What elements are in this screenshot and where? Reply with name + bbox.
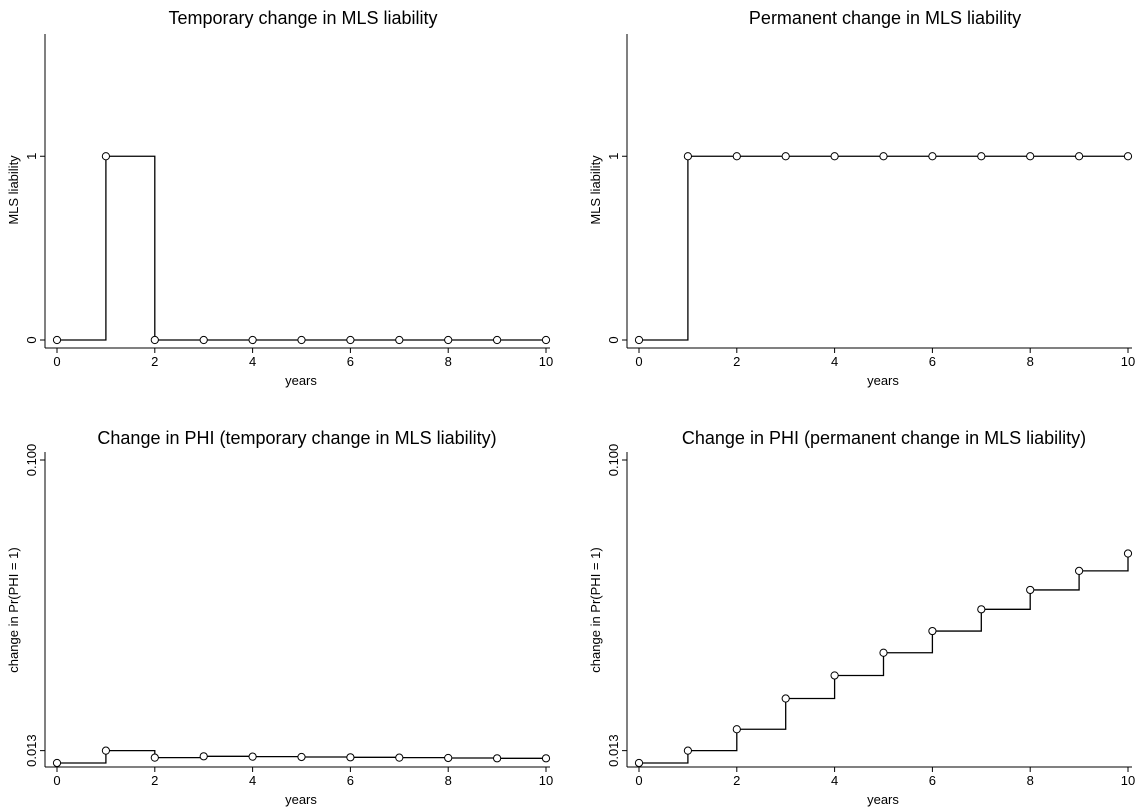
data-point bbox=[493, 335, 502, 345]
x-tick-label: 8 bbox=[445, 354, 452, 369]
data-point bbox=[634, 758, 644, 768]
y-tick-label: 0 bbox=[24, 336, 39, 343]
data-point bbox=[52, 335, 62, 345]
y-tick-label: 1 bbox=[606, 153, 621, 160]
x-tick-label: 6 bbox=[929, 773, 936, 788]
panel-permanent-mls: Permanent change in MLS liability MLS li… bbox=[588, 8, 1135, 388]
x-tick-label: 0 bbox=[635, 773, 642, 788]
x-tick-label: 0 bbox=[635, 354, 642, 369]
data-point bbox=[634, 335, 644, 345]
y-axis-label: change in Pr(PHI = 1) bbox=[588, 547, 603, 672]
x-axis-label: years bbox=[867, 792, 899, 807]
data-point bbox=[1123, 152, 1133, 161]
data-point bbox=[781, 694, 790, 703]
x-tick-label: 0 bbox=[53, 773, 60, 788]
x-tick-label: 8 bbox=[1027, 354, 1034, 369]
data-point bbox=[683, 152, 693, 161]
data-point bbox=[101, 152, 111, 161]
y-tick-label: 0.100 bbox=[24, 444, 39, 477]
y-axis-label: change in Pr(PHI = 1) bbox=[6, 547, 21, 672]
x-tick-label: 4 bbox=[249, 773, 256, 788]
y-axis-label: MLS liability bbox=[588, 155, 603, 225]
x-axis-label: years bbox=[285, 373, 317, 388]
x-tick-label: 10 bbox=[539, 354, 553, 369]
x-tick-label: 6 bbox=[347, 354, 354, 369]
data-point bbox=[781, 152, 790, 161]
data-point bbox=[541, 335, 551, 345]
data-point bbox=[879, 152, 888, 161]
y-axis-label: MLS liability bbox=[6, 155, 21, 225]
x-tick-label: 6 bbox=[929, 354, 936, 369]
data-point bbox=[395, 335, 404, 345]
data-point bbox=[1026, 152, 1035, 161]
x-tick-label: 2 bbox=[733, 354, 740, 369]
y-tick-label: 0 bbox=[606, 336, 621, 343]
panel-temporary-mls: Temporary change in MLS liability MLS li… bbox=[6, 8, 553, 388]
x-tick-label: 0 bbox=[53, 354, 60, 369]
data-point bbox=[928, 152, 937, 161]
x-tick-label: 8 bbox=[445, 773, 452, 788]
x-tick-label: 10 bbox=[1121, 773, 1135, 788]
data-point bbox=[493, 754, 502, 763]
series-step-line bbox=[639, 155, 1128, 341]
series-step-line bbox=[639, 553, 1129, 764]
x-tick-label: 4 bbox=[249, 354, 256, 369]
series-step-line bbox=[57, 155, 546, 341]
chart-title: Change in PHI (temporary change in MLS l… bbox=[97, 428, 496, 448]
data-point bbox=[297, 752, 306, 762]
y-tick-label: 0.013 bbox=[24, 734, 39, 767]
data-point bbox=[1123, 549, 1133, 558]
y-tick-label: 0.100 bbox=[606, 444, 621, 477]
x-tick-label: 2 bbox=[151, 354, 158, 369]
panel-phi-temporary: Change in PHI (temporary change in MLS l… bbox=[6, 428, 553, 807]
data-point bbox=[1075, 152, 1084, 161]
data-point bbox=[1026, 585, 1035, 595]
x-tick-label: 2 bbox=[151, 773, 158, 788]
data-point bbox=[346, 335, 355, 345]
data-point bbox=[199, 335, 208, 345]
data-point bbox=[830, 152, 839, 161]
chart-title: Permanent change in MLS liability bbox=[749, 8, 1021, 28]
data-point bbox=[977, 605, 986, 614]
x-tick-label: 4 bbox=[831, 773, 838, 788]
chart-title: Change in PHI (permanent change in MLS l… bbox=[682, 428, 1086, 448]
data-point bbox=[444, 335, 453, 345]
data-point bbox=[150, 753, 159, 762]
x-axis-label: years bbox=[867, 373, 899, 388]
data-point bbox=[879, 648, 888, 657]
data-point bbox=[541, 754, 551, 763]
data-point bbox=[444, 753, 453, 763]
data-point bbox=[199, 752, 208, 761]
data-point bbox=[297, 335, 306, 345]
data-point bbox=[928, 626, 937, 636]
x-tick-label: 4 bbox=[831, 354, 838, 369]
data-point bbox=[52, 758, 62, 768]
data-point bbox=[248, 752, 257, 761]
data-point bbox=[830, 671, 839, 680]
x-tick-label: 8 bbox=[1027, 773, 1034, 788]
x-tick-label: 10 bbox=[539, 773, 553, 788]
data-point bbox=[732, 152, 741, 161]
data-point bbox=[346, 753, 355, 762]
data-point bbox=[732, 725, 741, 734]
data-point bbox=[248, 335, 257, 345]
data-point bbox=[683, 746, 693, 755]
chart-title: Temporary change in MLS liability bbox=[168, 8, 437, 28]
x-tick-label: 10 bbox=[1121, 354, 1135, 369]
panel-phi-permanent: Change in PHI (permanent change in MLS l… bbox=[588, 428, 1135, 807]
y-tick-label: 0.013 bbox=[606, 734, 621, 767]
x-axis-label: years bbox=[285, 792, 317, 807]
y-tick-label: 1 bbox=[24, 153, 39, 160]
data-point bbox=[150, 335, 159, 345]
data-point bbox=[1075, 566, 1084, 576]
x-tick-label: 2 bbox=[733, 773, 740, 788]
data-point bbox=[101, 746, 111, 755]
data-point bbox=[395, 753, 404, 762]
x-tick-label: 6 bbox=[347, 773, 354, 788]
data-point bbox=[977, 152, 986, 161]
